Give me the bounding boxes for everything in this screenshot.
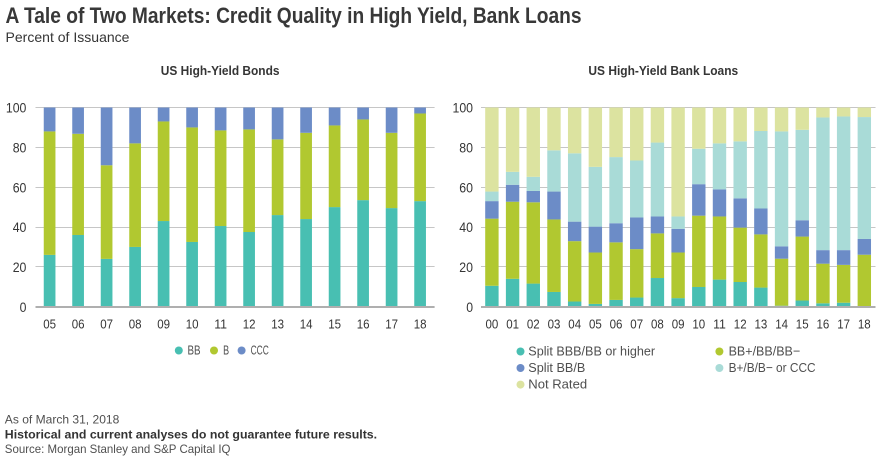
svg-text:Split BB/B: Split BB/B — [528, 360, 585, 375]
svg-text:80: 80 — [13, 141, 27, 156]
svg-text:16: 16 — [817, 317, 830, 332]
svg-text:05: 05 — [43, 317, 56, 332]
svg-text:12: 12 — [734, 317, 747, 332]
svg-text:09: 09 — [672, 317, 685, 332]
svg-text:18: 18 — [414, 317, 427, 332]
svg-text:0: 0 — [466, 300, 473, 315]
svg-text:B+/B/B− or CCC: B+/B/B− or CCC — [729, 360, 816, 375]
svg-text:10: 10 — [692, 317, 705, 332]
svg-text:20: 20 — [13, 260, 27, 275]
svg-text:Historical and current analyse: Historical and current analyses do not g… — [5, 428, 377, 442]
svg-text:07: 07 — [630, 317, 643, 332]
svg-text:16: 16 — [357, 317, 370, 332]
svg-text:14: 14 — [300, 317, 313, 332]
svg-text:11: 11 — [214, 317, 227, 332]
svg-text:100: 100 — [453, 101, 474, 116]
svg-text:00: 00 — [486, 317, 499, 332]
svg-text:0: 0 — [20, 300, 27, 315]
svg-text:03: 03 — [548, 317, 561, 332]
svg-text:06: 06 — [610, 317, 623, 332]
svg-text:11: 11 — [713, 317, 726, 332]
svg-text:13: 13 — [755, 317, 768, 332]
svg-text:20: 20 — [459, 260, 473, 275]
svg-text:B: B — [223, 343, 229, 358]
svg-text:08: 08 — [129, 317, 142, 332]
svg-text:07: 07 — [100, 317, 113, 332]
svg-text:80: 80 — [459, 141, 473, 156]
svg-text:As of March 31, 2018: As of March 31, 2018 — [5, 413, 120, 427]
svg-text:A Tale of Two Markets: Credit: A Tale of Two Markets: Credit Quality in… — [6, 3, 582, 28]
svg-text:60: 60 — [13, 180, 27, 195]
svg-text:10: 10 — [186, 317, 199, 332]
svg-text:14: 14 — [775, 317, 788, 332]
svg-text:CCC: CCC — [251, 343, 269, 358]
svg-text:08: 08 — [651, 317, 664, 332]
svg-text:12: 12 — [243, 317, 256, 332]
svg-text:18: 18 — [858, 317, 871, 332]
svg-text:17: 17 — [837, 317, 850, 332]
svg-text:60: 60 — [459, 180, 473, 195]
svg-text:40: 40 — [13, 220, 27, 235]
svg-text:09: 09 — [157, 317, 170, 332]
svg-text:06: 06 — [72, 317, 85, 332]
svg-text:US High-Yield Bonds: US High-Yield Bonds — [161, 64, 280, 78]
svg-text:15: 15 — [796, 317, 809, 332]
svg-text:17: 17 — [385, 317, 398, 332]
svg-text:BB+/BB/BB−: BB+/BB/BB− — [729, 344, 801, 359]
svg-text:100: 100 — [6, 101, 27, 116]
svg-text:02: 02 — [527, 317, 540, 332]
svg-text:15: 15 — [328, 317, 341, 332]
svg-text:40: 40 — [459, 220, 473, 235]
svg-text:US High-Yield Bank Loans: US High-Yield Bank Loans — [588, 64, 738, 78]
svg-text:13: 13 — [271, 317, 284, 332]
svg-text:01: 01 — [506, 317, 519, 332]
svg-text:Not Rated: Not Rated — [528, 377, 587, 392]
svg-text:Split BBB/BB or higher: Split BBB/BB or higher — [528, 344, 655, 359]
svg-text:Source: Morgan Stanley and S&P: Source: Morgan Stanley and S&P Capital I… — [5, 442, 231, 456]
svg-text:Percent of Issuance: Percent of Issuance — [6, 29, 130, 45]
svg-text:05: 05 — [589, 317, 602, 332]
svg-text:BB: BB — [188, 343, 201, 358]
svg-text:04: 04 — [568, 317, 581, 332]
